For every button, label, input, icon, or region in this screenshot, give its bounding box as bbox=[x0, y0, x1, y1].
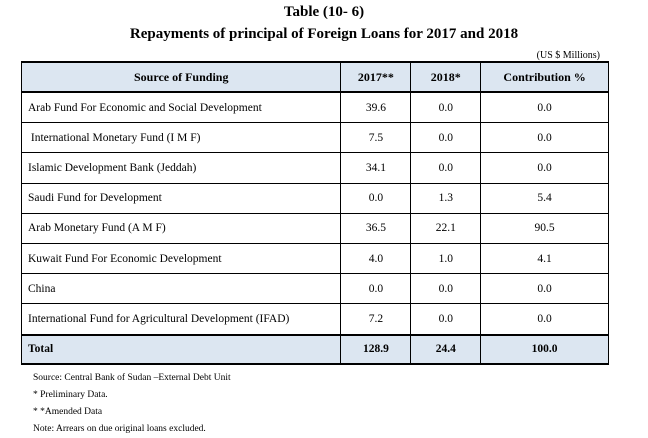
value-2017-cell: 7.2 bbox=[340, 303, 412, 335]
col-header-2017: 2017** bbox=[340, 61, 412, 93]
footnotes: Source: Central Bank of Sudan –External … bbox=[33, 370, 231, 438]
table-number: Table (10- 6) bbox=[283, 4, 365, 20]
arrears-note: Note: Arrears on due original loans excl… bbox=[33, 424, 206, 434]
table-header-row: Source of Funding 2017** 2018* Contribut… bbox=[20, 61, 609, 93]
col-header-source: Source of Funding bbox=[20, 61, 342, 93]
table-row: Islamic Development Bank (Jeddah) 34.1 0… bbox=[20, 152, 609, 184]
source-cell: International Monetary Fund (I M F) bbox=[20, 122, 342, 154]
value-2017-cell: 0.0 bbox=[340, 273, 412, 305]
contribution-cell: 0.0 bbox=[480, 91, 609, 124]
source-cell: Kuwait Fund For Economic Development bbox=[20, 242, 342, 275]
contribution-cell: 4.1 bbox=[480, 242, 609, 275]
table-title: Repayments of principal of Foreign Loans… bbox=[129, 26, 519, 42]
value-2017-cell: 7.5 bbox=[340, 122, 412, 154]
value-2018-cell: 0.0 bbox=[410, 91, 482, 124]
table-row: Saudi Fund for Development 0.0 1.3 5.4 bbox=[20, 182, 609, 214]
source-cell: Arab Monetary Fund (A M F) bbox=[20, 212, 342, 244]
value-2017-cell: 34.1 bbox=[340, 152, 412, 184]
table-row: International Fund for Agricultural Deve… bbox=[20, 303, 609, 335]
amended-note: * *Amended Data bbox=[33, 407, 103, 417]
units-label: (US $ Millions) bbox=[536, 50, 600, 61]
col-header-contribution: Contribution % bbox=[480, 61, 609, 93]
value-2017-cell: 36.5 bbox=[340, 212, 412, 244]
value-2018-cell: 0.0 bbox=[410, 152, 482, 184]
value-2017-cell: 39.6 bbox=[340, 91, 412, 124]
value-2018-cell: 1.3 bbox=[410, 182, 482, 214]
source-cell: Islamic Development Bank (Jeddah) bbox=[20, 152, 342, 184]
col-header-2018: 2018* bbox=[410, 61, 482, 93]
value-2018-cell: 0.0 bbox=[410, 273, 482, 305]
contribution-cell: 0.0 bbox=[480, 303, 609, 335]
total-label-cell: Total bbox=[20, 333, 342, 365]
source-cell: China bbox=[20, 273, 342, 305]
value-2018-cell: 22.1 bbox=[410, 212, 482, 244]
contribution-cell: 0.0 bbox=[480, 273, 609, 305]
value-2018-cell: 0.0 bbox=[410, 122, 482, 154]
value-2017-cell: 0.0 bbox=[340, 182, 412, 214]
total-2018-cell: 24.4 bbox=[410, 333, 482, 365]
preliminary-note: * Preliminary Data. bbox=[33, 390, 108, 400]
source-cell: Arab Fund For Economic and Social Develo… bbox=[20, 91, 342, 124]
repayments-table: Source of Funding 2017** 2018* Contribut… bbox=[20, 61, 609, 365]
value-2018-cell: 0.0 bbox=[410, 303, 482, 335]
contribution-cell: 5.4 bbox=[480, 182, 609, 214]
contribution-cell: 0.0 bbox=[480, 152, 609, 184]
value-2017-cell: 4.0 bbox=[340, 242, 412, 275]
table-row: International Monetary Fund (I M F) 7.5 … bbox=[20, 122, 609, 154]
contribution-cell: 90.5 bbox=[480, 212, 609, 244]
contribution-cell: 0.0 bbox=[480, 122, 609, 154]
table-row: China 0.0 0.0 0.0 bbox=[20, 273, 609, 305]
total-2017-cell: 128.9 bbox=[340, 333, 412, 365]
table-row: Arab Fund For Economic and Social Develo… bbox=[20, 91, 609, 124]
source-note: Source: Central Bank of Sudan –External … bbox=[33, 373, 231, 383]
value-2018-cell: 1.0 bbox=[410, 242, 482, 275]
source-cell: International Fund for Agricultural Deve… bbox=[20, 303, 342, 335]
table-row: Kuwait Fund For Economic Development 4.0… bbox=[20, 242, 609, 275]
table-row: Arab Monetary Fund (A M F) 36.5 22.1 90.… bbox=[20, 212, 609, 244]
total-contribution-cell: 100.0 bbox=[480, 333, 609, 365]
source-cell: Saudi Fund for Development bbox=[20, 182, 342, 214]
total-row: Total 128.9 24.4 100.0 bbox=[20, 333, 609, 365]
